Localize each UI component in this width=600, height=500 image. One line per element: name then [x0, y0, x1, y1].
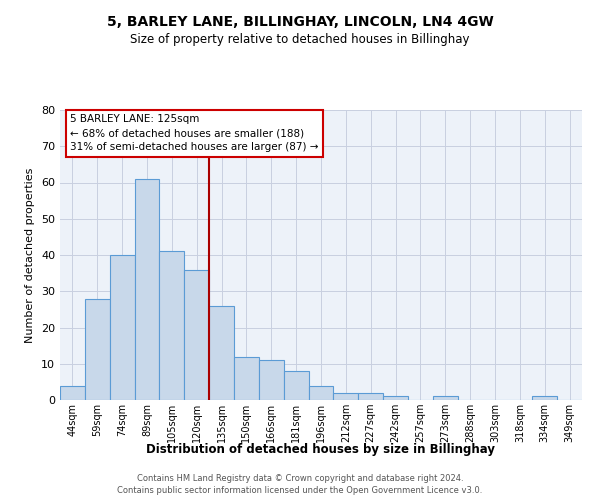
Bar — [60, 386, 85, 400]
Text: Distribution of detached houses by size in Billinghay: Distribution of detached houses by size … — [146, 442, 496, 456]
Bar — [259, 360, 284, 400]
Bar — [433, 396, 458, 400]
Bar — [383, 396, 408, 400]
Bar — [308, 386, 334, 400]
Text: 5 BARLEY LANE: 125sqm
← 68% of detached houses are smaller (188)
31% of semi-det: 5 BARLEY LANE: 125sqm ← 68% of detached … — [70, 114, 319, 152]
Bar — [234, 356, 259, 400]
Bar — [284, 371, 308, 400]
Bar — [85, 298, 110, 400]
Text: Size of property relative to detached houses in Billinghay: Size of property relative to detached ho… — [130, 32, 470, 46]
Bar — [184, 270, 209, 400]
Bar — [358, 393, 383, 400]
Bar — [134, 179, 160, 400]
Bar — [532, 396, 557, 400]
Bar — [160, 252, 184, 400]
Bar — [334, 393, 358, 400]
Bar — [110, 255, 134, 400]
Bar — [209, 306, 234, 400]
Text: Contains HM Land Registry data © Crown copyright and database right 2024.
Contai: Contains HM Land Registry data © Crown c… — [118, 474, 482, 495]
Y-axis label: Number of detached properties: Number of detached properties — [25, 168, 35, 342]
Text: 5, BARLEY LANE, BILLINGHAY, LINCOLN, LN4 4GW: 5, BARLEY LANE, BILLINGHAY, LINCOLN, LN4… — [107, 15, 493, 29]
